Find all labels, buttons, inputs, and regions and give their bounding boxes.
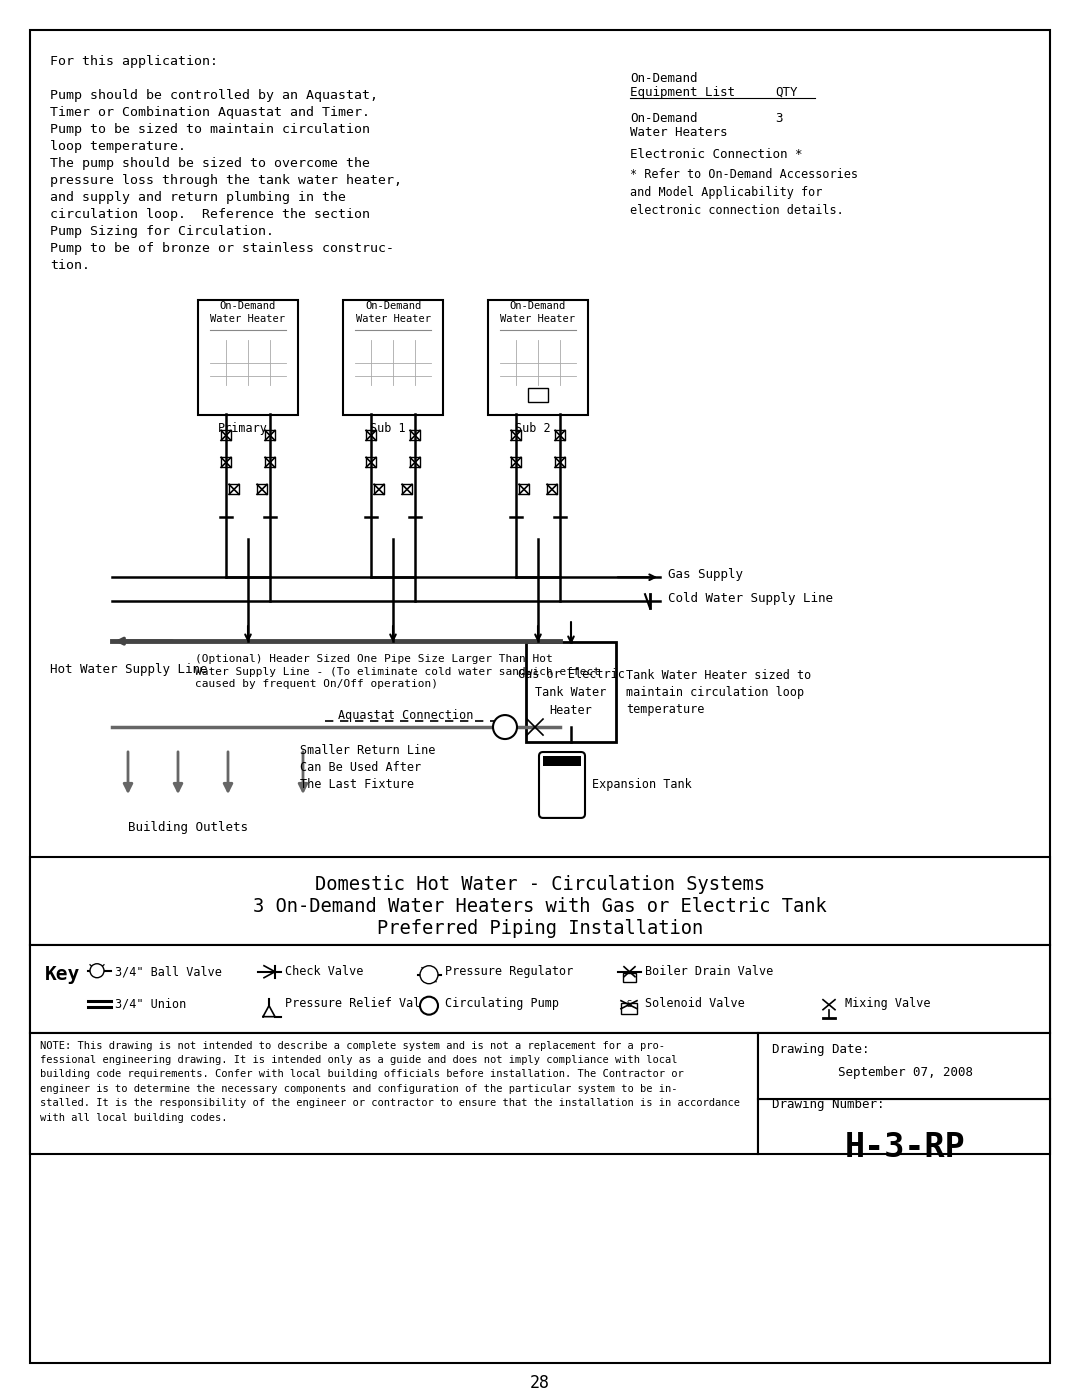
Text: tion.: tion. [50, 258, 90, 271]
Text: Boiler Drain Valve: Boiler Drain Valve [645, 965, 773, 978]
Text: Timer or Combination Aquastat and Timer.: Timer or Combination Aquastat and Timer. [50, 106, 370, 119]
Text: On-Demand
Water Heater: On-Demand Water Heater [500, 302, 576, 324]
Text: Sub 2: Sub 2 [515, 422, 551, 436]
Bar [526, 643, 616, 742]
Text: Primary: Primary [218, 422, 268, 436]
Text: circulation loop.  Reference the section: circulation loop. Reference the section [50, 208, 370, 221]
Text: and supply and return plumbing in the: and supply and return plumbing in the [50, 191, 346, 204]
Bar [198, 300, 298, 415]
Bar [30, 1032, 758, 1154]
Text: 3 On-Demand Water Heaters with Gas or Electric Tank: 3 On-Demand Water Heaters with Gas or El… [253, 897, 827, 916]
Bar [30, 856, 1050, 944]
Text: Water Heaters: Water Heaters [630, 126, 728, 138]
Text: Pressure Regulator: Pressure Regulator [445, 965, 573, 978]
Text: Pump Sizing for Circulation.: Pump Sizing for Circulation. [50, 225, 274, 237]
Circle shape [420, 996, 438, 1014]
Text: Mixing Valve: Mixing Valve [845, 997, 931, 1010]
Text: Gas Supply: Gas Supply [669, 567, 743, 581]
Text: On-Demand
Water Heater: On-Demand Water Heater [211, 302, 285, 324]
Text: Building Outlets: Building Outlets [129, 821, 248, 834]
Circle shape [420, 965, 438, 983]
Text: (Optional) Header Sized One Pipe Size Larger Than Hot
Water Supply Line - (To el: (Optional) Header Sized One Pipe Size La… [195, 654, 600, 689]
Text: QTY: QTY [775, 85, 797, 99]
Bar [621, 1003, 637, 1014]
Text: Check Valve: Check Valve [285, 965, 363, 978]
Bar [758, 1032, 1050, 1098]
Text: Drawing Number:: Drawing Number: [772, 1098, 885, 1111]
Text: 3/4" Union: 3/4" Union [114, 997, 186, 1010]
Text: Gas or Electric
Tank Water
Heater: Gas or Electric Tank Water Heater [517, 668, 624, 717]
Text: H-3-RP: H-3-RP [845, 1130, 966, 1164]
Text: On-Demand: On-Demand [630, 112, 698, 124]
Bar [343, 300, 443, 415]
Circle shape [90, 964, 104, 978]
Text: Pump to be of bronze or stainless construc-: Pump to be of bronze or stainless constr… [50, 242, 394, 254]
Text: 3: 3 [775, 112, 783, 124]
Bar [30, 944, 1050, 1032]
Bar [488, 300, 588, 415]
Text: Pressure Relief Valve: Pressure Relief Valve [285, 997, 434, 1010]
Text: Pump should be controlled by an Aquastat,: Pump should be controlled by an Aquastat… [50, 89, 378, 102]
Text: Preferred Piping Installation: Preferred Piping Installation [377, 919, 703, 937]
Text: On-Demand: On-Demand [630, 71, 698, 85]
Text: Electronic Connection *: Electronic Connection * [630, 148, 802, 161]
Bar [758, 1098, 1050, 1154]
Circle shape [492, 715, 517, 739]
Text: Drawing Date:: Drawing Date: [772, 1042, 869, 1056]
Bar [528, 388, 548, 402]
Text: Sub 1: Sub 1 [370, 422, 406, 436]
Text: Expansion Tank: Expansion Tank [592, 778, 692, 792]
Text: Hot Water Supply Line: Hot Water Supply Line [50, 662, 207, 676]
Text: S: S [626, 1000, 632, 1009]
Text: loop temperature.: loop temperature. [50, 140, 186, 152]
Text: 28: 28 [530, 1375, 550, 1393]
Text: September 07, 2008: September 07, 2008 [837, 1066, 972, 1078]
Text: Domestic Hot Water - Circulation Systems: Domestic Hot Water - Circulation Systems [315, 875, 765, 894]
Text: Pump to be sized to maintain circulation: Pump to be sized to maintain circulation [50, 123, 370, 136]
Text: Smaller Return Line
Can Be Used After
The Last Fixture: Smaller Return Line Can Be Used After Th… [300, 745, 435, 791]
FancyBboxPatch shape [539, 752, 585, 817]
Bar [543, 756, 581, 766]
Text: Equipment List: Equipment List [630, 85, 735, 99]
Text: Solenoid Valve: Solenoid Valve [645, 997, 745, 1010]
Text: For this application:: For this application: [50, 54, 218, 68]
Text: 3/4" Ball Valve: 3/4" Ball Valve [114, 965, 221, 978]
Text: * Refer to On-Demand Accessories
and Model Applicability for
electronic connecti: * Refer to On-Demand Accessories and Mod… [630, 168, 858, 217]
Text: Cold Water Supply Line: Cold Water Supply Line [669, 592, 833, 605]
Text: pressure loss through the tank water heater,: pressure loss through the tank water hea… [50, 173, 402, 187]
Text: Key: Key [45, 965, 80, 983]
Text: On-Demand
Water Heater: On-Demand Water Heater [355, 302, 431, 324]
Text: Circulating Pump: Circulating Pump [445, 997, 559, 1010]
Text: Aquastat Connection: Aquastat Connection [338, 710, 473, 722]
Text: The pump should be sized to overcome the: The pump should be sized to overcome the [50, 156, 370, 170]
Text: NOTE: This drawing is not intended to describe a complete system and is not a re: NOTE: This drawing is not intended to de… [40, 1041, 740, 1123]
Bar [623, 972, 636, 982]
Text: Tank Water Heater sized to
maintain circulation loop
temperature: Tank Water Heater sized to maintain circ… [626, 669, 811, 715]
